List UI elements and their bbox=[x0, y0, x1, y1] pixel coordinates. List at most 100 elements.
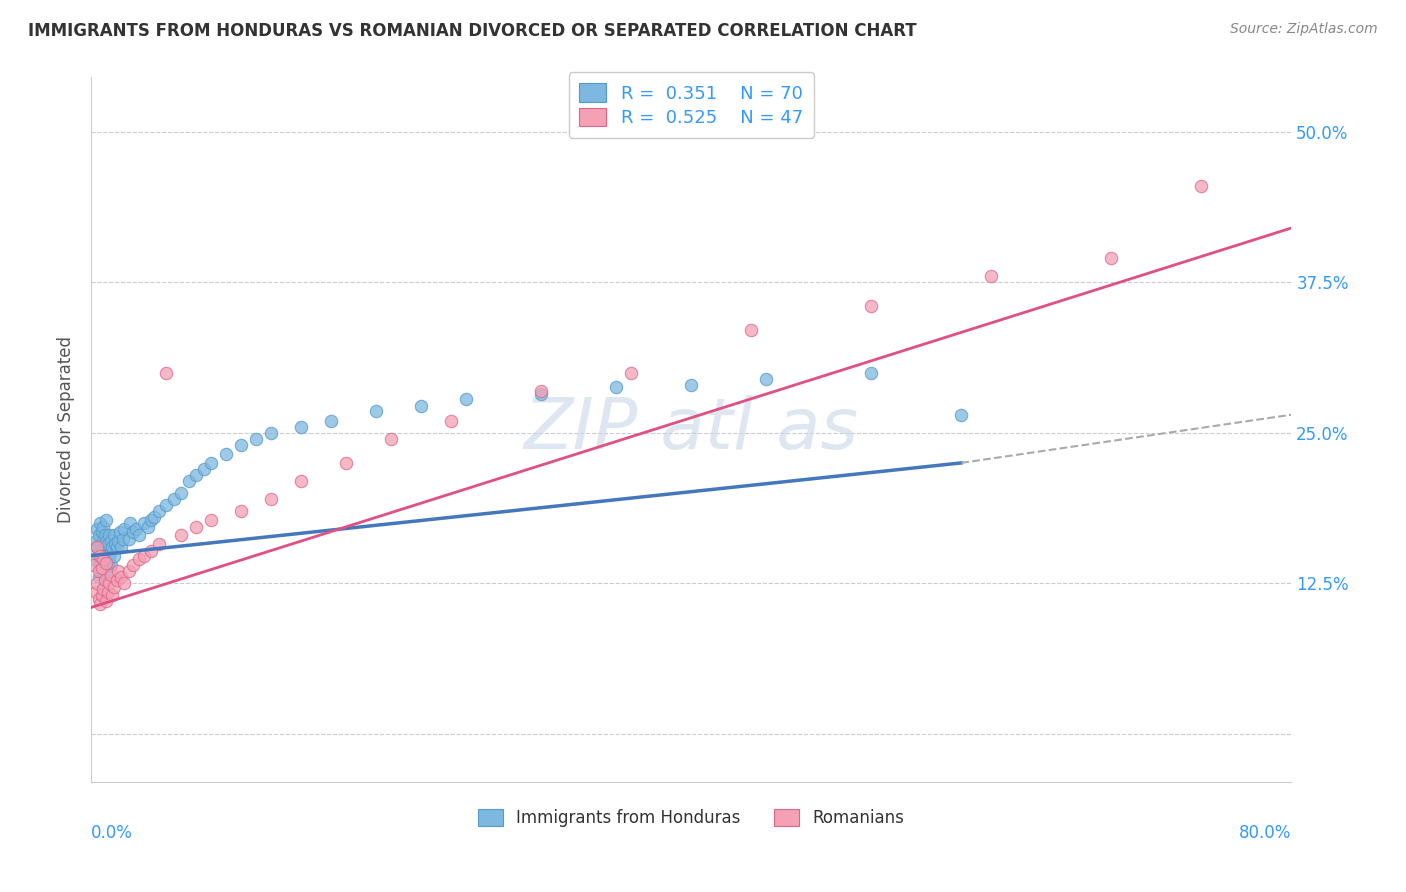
Point bbox=[100, 568, 122, 582]
Point bbox=[980, 269, 1002, 284]
Point bbox=[91, 552, 114, 566]
Point bbox=[260, 425, 283, 440]
Point bbox=[141, 512, 163, 526]
Point bbox=[110, 540, 132, 554]
Point bbox=[111, 532, 134, 546]
Point bbox=[122, 524, 145, 539]
Point bbox=[186, 467, 208, 482]
Point bbox=[245, 432, 267, 446]
Point bbox=[91, 520, 114, 534]
Point bbox=[89, 516, 111, 530]
Point bbox=[1099, 251, 1122, 265]
Text: ZIP atl as: ZIP atl as bbox=[524, 395, 859, 464]
Point bbox=[101, 540, 124, 554]
Point bbox=[148, 504, 170, 518]
Point bbox=[1189, 178, 1212, 193]
Point bbox=[96, 570, 118, 584]
Point bbox=[87, 592, 110, 607]
Point bbox=[128, 552, 150, 566]
Point bbox=[104, 536, 127, 550]
Point bbox=[148, 536, 170, 550]
Point bbox=[950, 408, 973, 422]
Point bbox=[122, 558, 145, 573]
Point bbox=[620, 366, 643, 380]
Point bbox=[163, 491, 186, 506]
Point bbox=[440, 414, 463, 428]
Point bbox=[90, 524, 112, 539]
Point bbox=[290, 419, 312, 434]
Point bbox=[89, 540, 111, 554]
Point bbox=[128, 528, 150, 542]
Text: 80.0%: 80.0% bbox=[1239, 824, 1291, 842]
Point bbox=[141, 544, 163, 558]
Point bbox=[96, 534, 118, 549]
Point bbox=[93, 573, 115, 587]
Point bbox=[97, 536, 120, 550]
Point bbox=[86, 540, 108, 554]
Text: Source: ZipAtlas.com: Source: ZipAtlas.com bbox=[1230, 22, 1378, 37]
Point bbox=[83, 552, 105, 566]
Point bbox=[89, 597, 111, 611]
Point bbox=[200, 456, 222, 470]
Point bbox=[740, 323, 762, 337]
Point bbox=[87, 570, 110, 584]
Point bbox=[89, 558, 111, 573]
Point bbox=[105, 573, 128, 587]
Point bbox=[89, 549, 111, 563]
Point bbox=[107, 564, 129, 578]
Point bbox=[87, 546, 110, 560]
Point bbox=[155, 366, 177, 380]
Point bbox=[120, 516, 142, 530]
Point bbox=[91, 552, 114, 566]
Point bbox=[186, 520, 208, 534]
Point bbox=[97, 556, 120, 570]
Point bbox=[98, 528, 121, 542]
Point bbox=[260, 491, 283, 506]
Point bbox=[90, 544, 112, 558]
Point bbox=[170, 486, 193, 500]
Point bbox=[193, 462, 215, 476]
Point bbox=[155, 498, 177, 512]
Point bbox=[177, 474, 200, 488]
Point bbox=[98, 576, 121, 591]
Point bbox=[100, 534, 122, 549]
Point bbox=[86, 540, 108, 554]
Point bbox=[231, 438, 253, 452]
Y-axis label: Divorced or Separated: Divorced or Separated bbox=[58, 336, 75, 524]
Point bbox=[290, 474, 312, 488]
Point bbox=[103, 549, 125, 563]
Text: IMMIGRANTS FROM HONDURAS VS ROMANIAN DIVORCED OR SEPARATED CORRELATION CHART: IMMIGRANTS FROM HONDURAS VS ROMANIAN DIV… bbox=[28, 22, 917, 40]
Point bbox=[755, 371, 778, 385]
Point bbox=[136, 520, 159, 534]
Point bbox=[103, 580, 125, 594]
Point bbox=[90, 560, 112, 574]
Point bbox=[97, 584, 120, 599]
Point bbox=[90, 564, 112, 578]
Point bbox=[84, 534, 107, 549]
Point bbox=[380, 432, 402, 446]
Point bbox=[860, 299, 883, 313]
Point bbox=[110, 570, 132, 584]
Point bbox=[86, 522, 108, 536]
Point bbox=[321, 414, 343, 428]
Point bbox=[118, 564, 141, 578]
Point bbox=[112, 576, 135, 591]
Point bbox=[96, 594, 118, 608]
Legend: Immigrants from Honduras, Romanians: Immigrants from Honduras, Romanians bbox=[468, 799, 914, 838]
Point bbox=[335, 456, 357, 470]
Point bbox=[170, 528, 193, 542]
Text: 0.0%: 0.0% bbox=[91, 824, 134, 842]
Point bbox=[90, 588, 112, 602]
Point bbox=[108, 524, 131, 539]
Point bbox=[87, 564, 110, 578]
Point bbox=[118, 532, 141, 546]
Point bbox=[101, 588, 124, 602]
Point bbox=[93, 528, 115, 542]
Point bbox=[107, 534, 129, 549]
Point bbox=[411, 399, 433, 413]
Point bbox=[83, 558, 105, 573]
Point bbox=[84, 584, 107, 599]
Point bbox=[96, 556, 118, 570]
Point bbox=[100, 558, 122, 573]
Point bbox=[132, 549, 155, 563]
